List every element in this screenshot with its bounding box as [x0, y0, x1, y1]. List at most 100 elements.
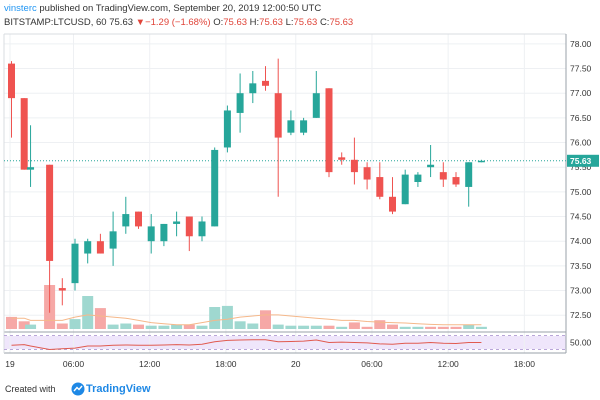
rsi-tick-label: 50.00	[570, 338, 592, 348]
candle-body	[135, 211, 142, 227]
candle-body	[452, 177, 460, 185]
volume-bar	[133, 324, 144, 329]
author-link[interactable]: vinsterc	[4, 3, 37, 14]
volume-bar	[387, 324, 398, 329]
candle-body	[287, 120, 295, 133]
y-tick-label: 73.50	[570, 261, 592, 271]
candle-body	[96, 241, 104, 254]
rsi-band	[4, 336, 566, 349]
candle-body	[20, 98, 28, 170]
volume-bar	[196, 325, 208, 329]
candle-body	[325, 88, 333, 173]
tradingview-logo-icon	[71, 382, 85, 396]
candle-body	[439, 172, 447, 180]
volume-bar	[209, 307, 221, 329]
candle-body	[122, 214, 130, 227]
volume-bar	[171, 324, 183, 329]
x-tick-label: 18:00	[215, 359, 237, 369]
open-value: 75.63	[223, 17, 248, 28]
volume-bar	[6, 316, 17, 329]
high-value: 75.63	[259, 17, 283, 28]
candle-body	[71, 243, 79, 284]
volume-bar	[247, 323, 259, 329]
high-label: H:	[249, 17, 260, 28]
candle-body	[160, 223, 168, 242]
volume-bar	[221, 305, 233, 329]
candle-body	[312, 93, 320, 118]
candle-body	[389, 196, 396, 212]
volume-bar	[234, 321, 246, 329]
x-tick-label: 19	[5, 359, 15, 369]
y-tick-label: 73.00	[570, 286, 592, 296]
candle-body	[274, 93, 282, 138]
volume-bar	[336, 326, 348, 329]
tradingview-brand[interactable]: TradingView	[86, 383, 151, 395]
candle-body	[198, 221, 206, 237]
volume-bar	[120, 323, 132, 329]
candle-body	[376, 177, 384, 197]
y-tick-label: 75.00	[570, 187, 592, 197]
chart-header: vinsterc published on TradingView.com, S…	[0, 0, 600, 34]
volume-bar	[260, 310, 271, 329]
candle-body	[363, 167, 371, 180]
last-price: 75.63	[109, 17, 134, 28]
y-tick-label: 75.50	[570, 162, 592, 172]
close-value: 75.63	[329, 17, 354, 28]
volume-bar	[69, 319, 81, 329]
x-tick-label: 20	[291, 359, 301, 369]
volume-bar	[298, 325, 310, 329]
volume-bar	[348, 322, 360, 329]
y-tick-label: 74.00	[570, 236, 592, 246]
y-tick-label: 74.50	[570, 212, 592, 222]
candle-body	[465, 162, 473, 187]
volume-bar	[18, 321, 30, 329]
x-tick-label: 12:00	[139, 359, 161, 369]
y-tick-label: 72.50	[570, 310, 592, 320]
created-with-label: Created with	[5, 384, 56, 394]
change-value: −1.29 (−1.68%)	[145, 17, 211, 28]
footer: Created with TradingView	[0, 379, 600, 400]
volume-bar	[450, 326, 462, 329]
volume-bar	[56, 323, 68, 329]
candle-body	[477, 160, 485, 163]
last-price-tag	[567, 154, 599, 167]
candle-body	[350, 159, 358, 173]
x-tick-label: 12:00	[438, 359, 460, 369]
candle-body	[401, 174, 409, 205]
volume-bar	[412, 326, 424, 329]
volume-bar	[94, 308, 106, 329]
volume-bar	[323, 325, 335, 329]
volume-bar	[463, 324, 475, 329]
candle-body	[249, 83, 257, 94]
volume-bar	[425, 326, 437, 329]
candle-body	[109, 231, 117, 249]
publish-info: published on TradingView.com, September …	[36, 3, 322, 14]
candle-body	[46, 164, 54, 261]
last-price-tag-label: 75.63	[570, 156, 592, 166]
y-tick-label: 76.00	[570, 138, 592, 148]
candle-body	[173, 221, 181, 224]
price-chart[interactable]: 78.00 77.50 77.00 76.50 76.00 75.50 75.00 74.50…	[0, 0, 600, 380]
candle-body	[223, 110, 231, 148]
low-label: L:	[285, 17, 294, 28]
volume-bar	[437, 326, 449, 329]
y-tick-label: 77.50	[570, 64, 592, 74]
volume-ma-line	[11, 314, 482, 326]
volume-bar	[158, 325, 170, 329]
publish-line: vinsterc published on TradingView.com, S…	[4, 3, 321, 14]
candle-body	[211, 149, 219, 227]
candle-body	[236, 93, 244, 113]
volume-bar	[107, 324, 119, 329]
y-tick-label: 77.00	[570, 88, 592, 98]
open-label: O:	[213, 17, 224, 28]
volume-bar	[310, 325, 322, 329]
volume-bar	[374, 320, 386, 329]
candle-body	[414, 174, 422, 182]
volume-bar	[183, 324, 195, 329]
x-tick-label: 18:00	[514, 359, 536, 369]
y-tick-label: 78.00	[570, 39, 592, 49]
symbol-label: BITSTAMP:LTCUSD, 60	[4, 17, 107, 28]
candle-body	[300, 120, 308, 133]
candle-body	[27, 167, 35, 170]
volume-bar	[82, 296, 94, 329]
